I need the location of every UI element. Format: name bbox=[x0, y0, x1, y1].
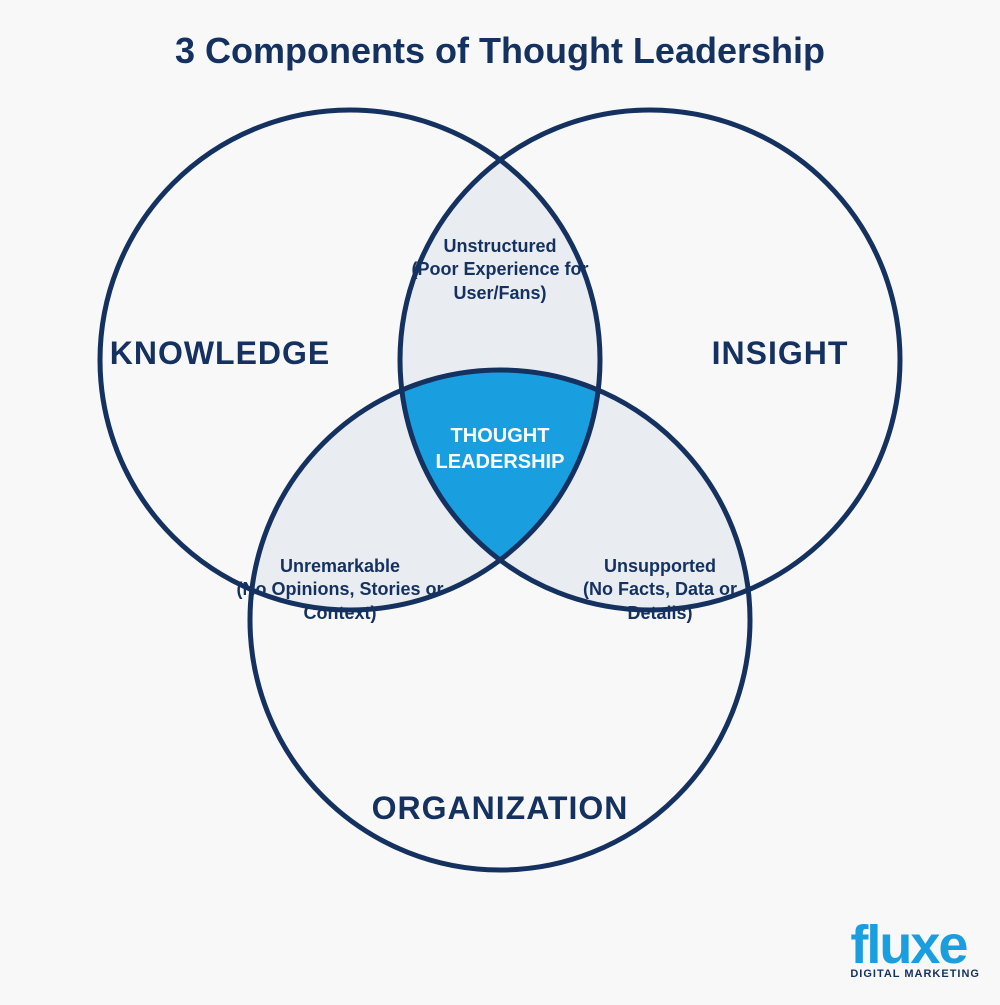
overlap-insight-organization: Unsupported (No Facts, Data or Details) bbox=[555, 555, 765, 625]
brand-logo: fluxe DIGITAL MARKETING bbox=[850, 921, 980, 980]
center-line1: THOUGHT bbox=[451, 425, 550, 447]
center-line2: LEADERSHIP bbox=[436, 451, 565, 473]
logo-text: fluxe bbox=[850, 921, 980, 970]
overlap-knowledge-insight: Unstructured (Poor Experience for User/F… bbox=[400, 235, 600, 305]
overlap-knowledge-organization: Unremarkable (No Opinions, Stories or Co… bbox=[235, 555, 445, 625]
circle-label-insight: INSIGHT bbox=[640, 335, 920, 372]
overlap-heading: Unremarkable bbox=[280, 556, 400, 576]
circle-label-knowledge: KNOWLEDGE bbox=[80, 335, 360, 372]
circle-label-organization: ORGANIZATION bbox=[300, 790, 700, 827]
overlap-detail: (Poor Experience for User/Fans) bbox=[411, 259, 588, 302]
venn-diagram: KNOWLEDGE INSIGHT ORGANIZATION Unstructu… bbox=[0, 0, 1000, 1000]
overlap-detail: (No Opinions, Stories or Context) bbox=[236, 579, 443, 622]
center-label: THOUGHT LEADERSHIP bbox=[400, 423, 600, 475]
overlap-heading: Unstructured bbox=[443, 236, 556, 256]
overlap-detail: (No Facts, Data or Details) bbox=[583, 579, 737, 622]
logo-tagline: DIGITAL MARKETING bbox=[850, 968, 980, 980]
overlap-heading: Unsupported bbox=[604, 556, 716, 576]
